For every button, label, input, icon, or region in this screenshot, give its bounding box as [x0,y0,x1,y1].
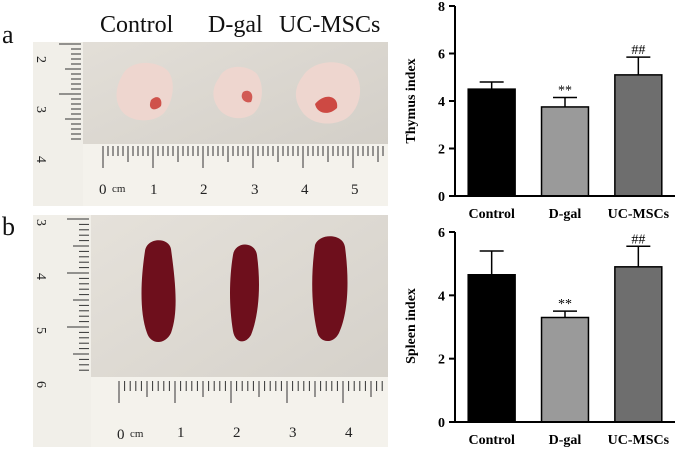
thymus-dgal [213,66,262,119]
vertical-ruler-label: 6 [33,381,48,388]
column-header-dgal: D-gal [208,12,263,38]
vertical-ruler-label: 4 [33,156,48,163]
column-header-control: Control [100,12,174,38]
bar-d-gal [540,106,590,197]
ruler-label: 2 [200,182,208,198]
bar-d-gal [540,316,590,423]
horizontal-ruler-ticks [118,381,383,403]
ruler-label-cm: cm [112,183,126,195]
ruler-label: 4 [345,425,353,441]
spleen-ucmscs [312,236,348,342]
horizontal-ruler-ticks [102,146,384,168]
ruler-label: 5 [351,182,359,198]
y-tick-label: 2 [438,143,445,158]
significance-marker: ** [558,297,572,312]
ruler-label-zero: 0 [117,427,125,443]
x-category-label: UC-MSCs [608,433,670,448]
vertical-ruler-label: 3 [33,219,48,226]
y-tick-label: 4 [438,95,445,110]
significance-marker: ## [631,232,645,247]
panel-b-label: b [2,212,15,241]
significance-marker: ## [631,43,645,58]
x-category-label: Control [468,433,515,448]
ruler-label: 1 [177,425,185,441]
ruler-label-cm: cm [130,428,144,440]
vertical-ruler [33,215,91,447]
ruler-label: 3 [289,425,297,441]
bar-control [467,88,516,197]
spleen-control [141,240,176,342]
vertical-ruler-ticks [67,218,89,371]
horizontal-ruler [83,144,388,206]
spleen-photo: 3 4 5 6 0 cm 1 2 3 4 [33,215,388,447]
horizontal-ruler [91,377,388,447]
vertical-ruler-ticks [59,43,81,140]
y-tick-label: 8 [438,0,445,15]
x-category-label: D-gal [549,207,582,222]
bar-uc-mscs [614,266,663,423]
ruler-label-zero: 0 [99,182,107,198]
vertical-ruler-label: 5 [33,327,48,334]
ruler-label: 4 [301,182,309,198]
x-category-label: UC-MSCs [608,207,670,222]
thymus-photo: 2 3 4 0 cm 1 2 3 4 5 [33,42,388,206]
y-tick-label: 6 [438,48,445,63]
spleen-dgal [230,244,259,342]
spleen-index-chart: Spleen index 0 2 4 6 ** ## Control D-gal UC-MS… [404,226,675,448]
thymus-ucmscs [295,62,361,124]
thymus-control [116,62,173,121]
thymus-index-chart: Thymus index 0 2 4 6 8 ** ## Control D-gal UC-M… [404,0,675,222]
bar-uc-mscs [614,74,663,197]
y-tick-label: 0 [438,190,445,205]
bar-control [467,274,516,423]
vertical-ruler-label: 3 [33,106,48,113]
vertical-ruler-label: 4 [33,273,48,280]
ruler-label: 1 [150,182,158,198]
y-axis-label: Spleen index [404,288,419,364]
x-category-label: D-gal [549,433,582,448]
y-axis-label: Thymus index [404,58,419,143]
y-tick-label: 0 [438,416,445,431]
y-tick-label: 4 [438,289,445,304]
y-tick-label: 2 [438,353,445,368]
vertical-ruler-label: 2 [33,56,48,63]
column-header-ucmscs: UC-MSCs [279,12,381,38]
significance-marker: ** [558,83,572,98]
panel-a-label: a [2,20,14,49]
ruler-label: 2 [233,425,241,441]
ruler-label: 3 [251,182,259,198]
y-tick-label: 6 [438,226,445,241]
x-category-label: Control [468,207,515,222]
